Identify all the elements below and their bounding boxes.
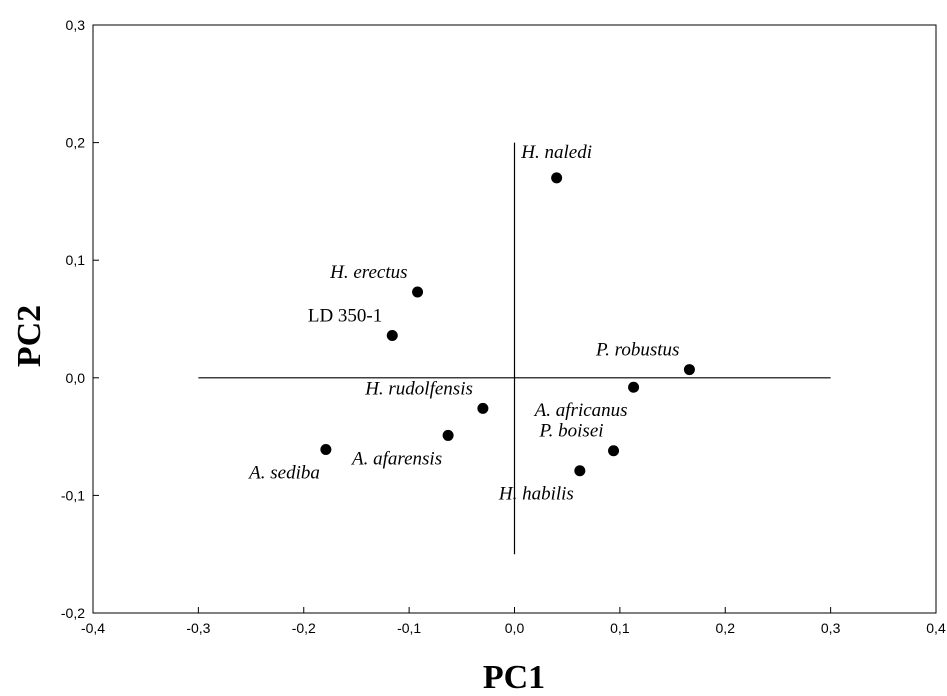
x-tick-label: -0,2 (292, 620, 316, 636)
y-axis-title: PC2 (11, 305, 48, 367)
data-label: P. robustus (595, 340, 679, 361)
data-label: A. afarensis (350, 448, 442, 469)
data-label: A. africanus (533, 400, 628, 421)
x-tick-label: -0,4 (81, 620, 105, 636)
reference-lines (198, 142, 831, 555)
y-tick-label: 0,0 (66, 370, 86, 386)
x-tick-label: 0,0 (505, 620, 525, 636)
x-tick-label: -0,3 (186, 620, 210, 636)
x-tick-label: 0,2 (716, 620, 736, 636)
data-points: H. naledi H. erectus LD 350-1 P. robustus A.… (247, 142, 695, 505)
data-point (320, 444, 332, 456)
x-tick-label: 0,4 (926, 620, 946, 636)
y-tick-label: 0,3 (66, 17, 86, 33)
x-tick-label: -0,1 (397, 620, 421, 636)
x-axis-title: PC1 (483, 659, 545, 696)
data-point (608, 445, 620, 457)
data-label: H. habilis (498, 484, 574, 505)
data-label: A. sediba (247, 463, 320, 484)
data-point (386, 329, 398, 341)
data-label: P. boisei (539, 421, 604, 442)
data-point (442, 429, 454, 441)
data-point (551, 172, 563, 184)
data-label: H. naledi (520, 142, 592, 163)
y-tick-label: 0,1 (66, 252, 86, 268)
axis-ticks: -0,4 -0,3 -0,2 -0,1 0,0 0,1 0,2 0,3 0,4 -0,2 -0,1 0… (61, 17, 946, 636)
data-point (477, 402, 489, 414)
data-point (412, 286, 424, 298)
data-label: LD 350-1 (308, 305, 382, 326)
data-label: H. erectus (329, 262, 407, 283)
data-label: H. rudolfensis (364, 378, 473, 399)
y-tick-label: -0,2 (61, 605, 85, 621)
y-tick-label: -0,1 (61, 487, 85, 503)
data-point (628, 381, 640, 393)
data-point (574, 465, 586, 477)
y-tick-label: 0,2 (66, 135, 86, 151)
data-point (683, 364, 695, 376)
x-tick-label: 0,3 (821, 620, 841, 636)
x-tick-label: 0,1 (610, 620, 630, 636)
